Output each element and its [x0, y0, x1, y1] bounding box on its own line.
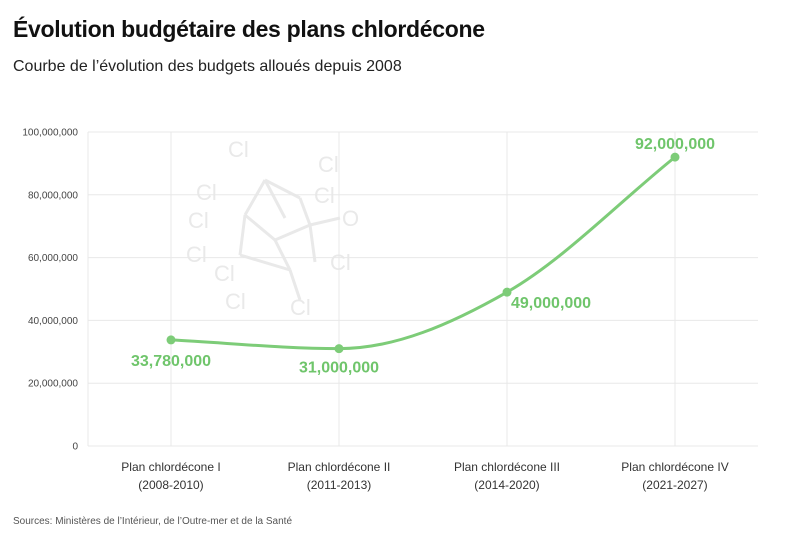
molecule-bond	[273, 239, 292, 271]
data-point	[166, 335, 176, 345]
y-tick-label: 0	[72, 442, 78, 453]
y-tick-label: 20,000,000	[28, 379, 78, 390]
x-tick-label: (2011-2013)	[307, 478, 372, 492]
molecule-atom-label: Cl	[196, 180, 217, 205]
molecule-atom-label: Cl	[188, 208, 209, 233]
data-label: 31,000,000	[299, 360, 379, 377]
y-tick-label: 60,000,000	[28, 253, 78, 264]
molecule-bond	[309, 216, 341, 227]
data-point	[502, 287, 512, 297]
molecule-bond	[263, 179, 287, 219]
molecule-atom-label: Cl	[330, 250, 351, 275]
molecule-atom-label: Cl	[214, 261, 235, 286]
x-tick-label: Plan chlordécone II	[288, 460, 391, 474]
source-note: Sources: Ministères de l’Intérieur, de l…	[13, 516, 293, 527]
molecule-bond	[308, 224, 317, 263]
data-point	[334, 344, 344, 354]
molecule-atom-label: Cl	[290, 295, 311, 320]
molecule-atom-label: Cl	[314, 183, 335, 208]
molecule-bond	[274, 223, 311, 242]
molecule-atom-label: O	[342, 206, 359, 231]
chlordecone-molecule-watermark: Cl Cl Cl Cl Cl Cl Cl Cl Cl Cl O	[186, 137, 359, 320]
molecule-bond	[298, 197, 312, 226]
y-axis: 0 20,000,000 40,000,000 60,000,000 80,000,00…	[22, 128, 78, 453]
molecule-bond	[244, 213, 276, 242]
x-tick-label: (2008-2010)	[138, 478, 203, 492]
molecule-bond	[288, 269, 302, 301]
molecule-bond	[238, 214, 247, 256]
x-tick-label: Plan chlordécone III	[454, 460, 560, 474]
data-label: 92,000,000	[635, 136, 715, 153]
chart-subtitle: Courbe de l’évolution des budgets alloué…	[13, 58, 402, 75]
molecule-bond	[243, 179, 267, 216]
y-tick-label: 80,000,000	[28, 190, 78, 201]
grid-lines	[87, 131, 758, 447]
x-tick-label: Plan chlordécone I	[121, 460, 220, 474]
x-axis: Plan chlordécone I (2008-2010) Plan chlord…	[121, 460, 728, 492]
y-tick-label: 100,000,000	[22, 128, 78, 139]
molecule-atom-label: Cl	[225, 289, 246, 314]
chart-title: Évolution budgétaire des plans chlordéco…	[13, 16, 485, 42]
molecule-atom-label: Cl	[228, 137, 249, 162]
series-line	[169, 155, 677, 351]
series-budget	[166, 152, 680, 354]
x-tick-label: (2021-2027)	[642, 478, 707, 492]
molecule-atom-label: Cl	[318, 152, 339, 177]
molecule-atom-label: Cl	[186, 242, 207, 267]
data-label: 33,780,000	[131, 353, 211, 370]
y-tick-label: 40,000,000	[28, 316, 78, 327]
x-tick-label: (2014-2020)	[474, 478, 539, 492]
data-point	[670, 152, 680, 162]
data-labels: 33,780,000 31,000,000 49,000,000 92,000,000	[131, 136, 715, 377]
x-tick-label: Plan chlordécone IV	[621, 460, 728, 474]
data-label: 49,000,000	[511, 295, 591, 312]
